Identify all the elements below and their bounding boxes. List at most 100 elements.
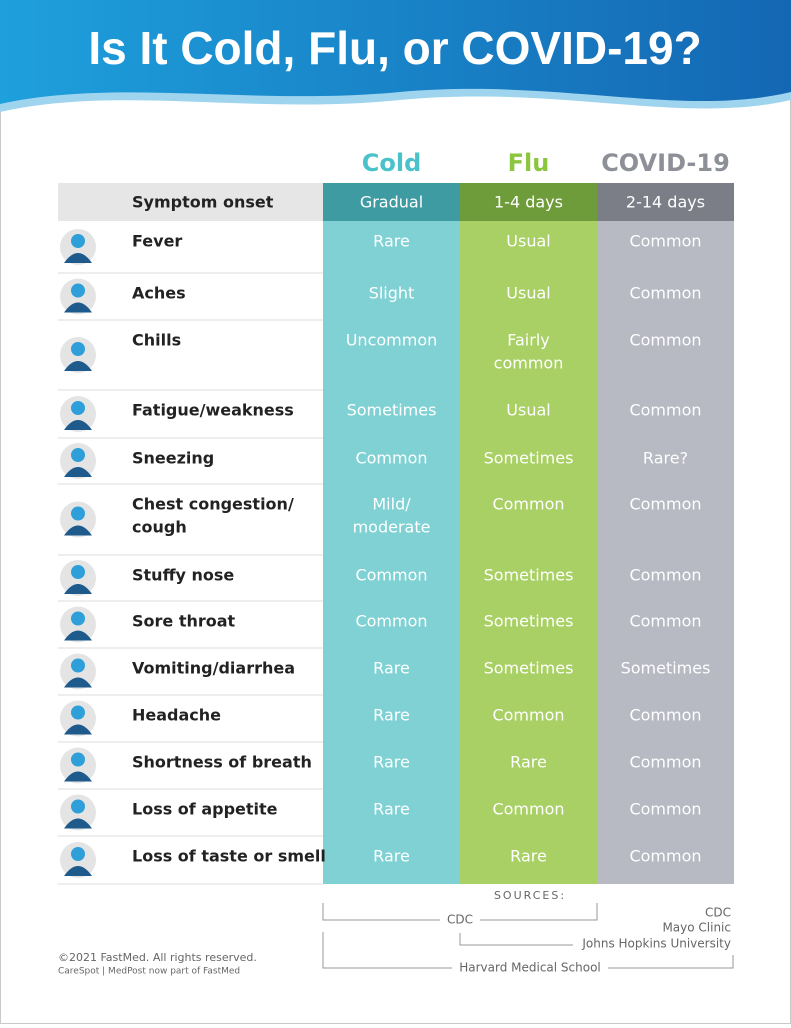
- cell-value: Common: [492, 706, 564, 725]
- cell-value: Slight: [369, 284, 415, 303]
- cell-value: Fairly: [507, 331, 549, 350]
- cell-value: Rare: [373, 753, 410, 772]
- cell-value: Rare: [510, 847, 547, 866]
- icon-head: [71, 342, 85, 356]
- cell-value: Common: [629, 800, 701, 819]
- icon-head: [71, 705, 85, 720]
- cell-value: Common: [629, 753, 701, 772]
- symptom: Sneezing: [132, 449, 214, 468]
- cell-value: Common: [355, 449, 427, 468]
- cell-value: Sometimes: [484, 449, 574, 468]
- symptom: Chest congestion/: [132, 495, 294, 514]
- onset-row-bg: [58, 183, 323, 221]
- bracket: [322, 932, 734, 969]
- symptom: Shortness of breath: [132, 753, 312, 772]
- cell-value: Common: [629, 495, 701, 514]
- cell-value: Common: [492, 800, 564, 819]
- cell-value: Common: [355, 566, 427, 585]
- symptom: Sore throat: [132, 612, 236, 631]
- onset-cell-bg: [597, 183, 734, 221]
- symptom: Loss of taste or smell: [132, 847, 326, 866]
- icon-body: [64, 584, 92, 594]
- icon-head: [71, 401, 85, 415]
- icon-body: [64, 677, 92, 688]
- icon-head: [71, 847, 85, 861]
- source: CDC: [447, 913, 473, 927]
- cell-value: Sometimes: [484, 566, 574, 585]
- column-bg: [460, 221, 597, 884]
- onset-cell: Gradual: [360, 193, 423, 212]
- icon-head: [71, 752, 85, 767]
- bracket: [459, 933, 573, 946]
- symptom: Loss of appetite: [132, 800, 278, 819]
- symptom: Stuffy nose: [132, 566, 234, 585]
- icon-head: [71, 799, 85, 814]
- icon-body: [64, 525, 92, 536]
- icon-head: [71, 448, 85, 462]
- column-header: Cold: [362, 149, 422, 177]
- icon-body: [64, 302, 92, 313]
- cell-value: Rare: [373, 800, 410, 819]
- bracket: [322, 903, 598, 921]
- icon-head: [71, 565, 85, 579]
- symptom: Vomiting/diarrhea: [132, 659, 295, 678]
- cell-value: Common: [629, 706, 701, 725]
- cell-value: Usual: [506, 232, 550, 251]
- icon-head: [71, 658, 85, 673]
- cell-value: Sometimes: [621, 659, 711, 678]
- icon-body: [64, 253, 92, 263]
- icon-body: [64, 467, 92, 477]
- symptom: Fatigue/weakness: [132, 401, 294, 420]
- icon-body: [64, 771, 92, 782]
- icon-body: [64, 724, 92, 735]
- icon-body: [64, 630, 92, 641]
- icon-body: [64, 361, 92, 371]
- cell-value: moderate: [353, 518, 431, 537]
- cell-value: Sometimes: [484, 659, 574, 678]
- title: Is It Cold, Flu, or COVID-19?: [88, 22, 701, 74]
- row-label: Symptom onset: [132, 193, 274, 212]
- column-header: Flu: [508, 149, 550, 177]
- symptom: Chills: [132, 331, 181, 350]
- symptom: Headache: [132, 706, 221, 725]
- cell-value: Rare: [373, 659, 410, 678]
- copyright: ©2021 FastMed. All rights reserved.: [58, 951, 257, 964]
- column-bg: [597, 221, 734, 884]
- source: CDC: [705, 906, 731, 920]
- cell-value: Common: [629, 401, 701, 420]
- header-band: [0, 0, 791, 104]
- cell-value: Common: [629, 284, 701, 303]
- cell-value: Rare: [373, 706, 410, 725]
- table: Symptom onset Cold Gradual Flu 1-4 days COVID…: [58, 149, 734, 885]
- cell-value: Usual: [506, 401, 550, 420]
- symptom: cough: [132, 518, 187, 537]
- cell-value: Common: [629, 232, 701, 251]
- symptom: Fever: [132, 232, 182, 251]
- icon-head: [71, 234, 85, 248]
- cell-value: Common: [629, 847, 701, 866]
- cell-value: Usual: [506, 284, 550, 303]
- onset-cell-bg: [323, 183, 460, 221]
- source-brackets: [322, 903, 734, 969]
- cell-value: common: [494, 354, 564, 373]
- source: Mayo Clinic: [662, 921, 731, 935]
- icon-head: [71, 283, 85, 298]
- cell-value: Common: [629, 612, 701, 631]
- onset-cell-bg: [460, 183, 597, 221]
- sources-heading: SOURCES:: [494, 889, 566, 902]
- column-bg: [323, 221, 460, 884]
- cell-value: Common: [629, 566, 701, 585]
- icon-body: [64, 818, 92, 829]
- cell-value: Uncommon: [346, 331, 438, 350]
- source: Harvard Medical School: [459, 961, 601, 975]
- cell-value: Mild/: [372, 495, 411, 514]
- cell-value: Rare: [510, 753, 547, 772]
- icon-body: [64, 420, 92, 430]
- icon-head: [71, 506, 85, 521]
- symptom: Aches: [132, 284, 186, 303]
- cell-value: Rare?: [643, 449, 688, 468]
- icon-head: [71, 611, 85, 626]
- cell-value: Common: [492, 495, 564, 514]
- cell-value: Sometimes: [484, 612, 574, 631]
